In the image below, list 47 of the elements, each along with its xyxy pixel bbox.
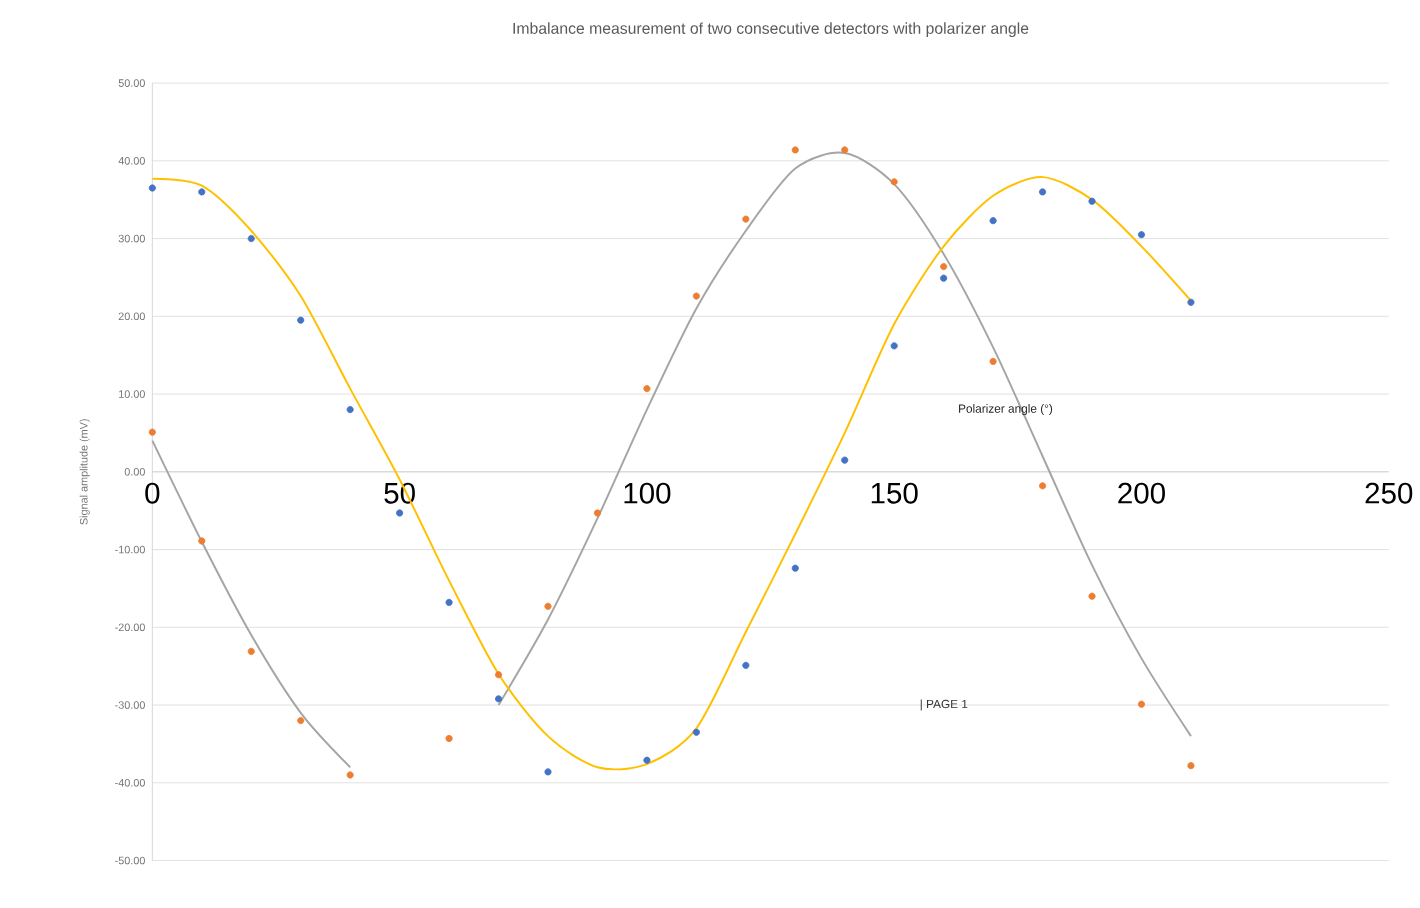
x-tick-label: 200 — [1118, 482, 1165, 504]
point — [643, 756, 651, 764]
point — [148, 428, 156, 436]
x-tick-label: 150 — [871, 482, 918, 504]
x-tick-label: 0 — [145, 482, 160, 504]
point — [1187, 762, 1195, 770]
point — [890, 178, 898, 186]
point — [148, 184, 156, 192]
x-tick-label: 250 — [1365, 482, 1413, 504]
x-tick-label: 100 — [624, 482, 671, 504]
point — [989, 357, 997, 365]
point — [198, 188, 206, 196]
point — [791, 146, 799, 154]
point — [198, 537, 206, 545]
point — [1088, 592, 1096, 600]
point — [593, 509, 602, 517]
point — [1137, 700, 1146, 708]
point — [346, 406, 354, 414]
point — [247, 235, 255, 243]
point — [1137, 231, 1146, 239]
point — [692, 292, 700, 300]
point — [544, 602, 552, 610]
point — [940, 262, 948, 271]
point — [247, 647, 255, 655]
point — [692, 728, 700, 736]
point — [890, 342, 898, 350]
point — [494, 695, 503, 703]
point — [494, 671, 503, 679]
point — [1039, 188, 1047, 196]
point — [297, 316, 305, 324]
point — [1088, 197, 1096, 205]
point — [445, 598, 453, 606]
point — [841, 146, 849, 154]
point — [1187, 298, 1195, 306]
point — [396, 509, 404, 517]
point — [841, 456, 849, 464]
point — [643, 385, 651, 393]
point — [742, 215, 750, 223]
point — [544, 768, 552, 776]
point — [297, 717, 305, 725]
point — [791, 564, 799, 572]
point — [1039, 482, 1047, 490]
point — [346, 771, 354, 779]
point — [742, 661, 750, 669]
point — [940, 274, 948, 282]
point — [989, 217, 997, 225]
point — [445, 734, 453, 743]
